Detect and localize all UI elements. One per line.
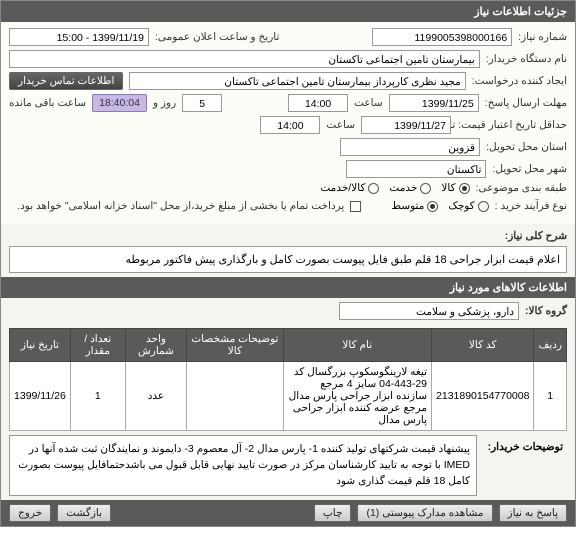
items-header: اطلاعات کالاهای مورد نیاز	[1, 277, 575, 298]
countdown-timer: 18:40:04	[92, 94, 147, 112]
cell-qty: 1	[70, 362, 125, 431]
days-label: روز و	[153, 97, 176, 109]
radio-small[interactable]: کوچک	[448, 200, 488, 212]
cell-name: تیغه لارینگوسکوپ بزرگسال کد 29-443-04 سا…	[283, 362, 431, 431]
attachments-button[interactable]: مشاهده مدارک پیوستی (1)	[357, 504, 492, 522]
table-row[interactable]: 1 2131890154770008 تیغه لارینگوسکوپ بزرگ…	[10, 362, 567, 431]
explain-text: پیشنهاد قیمت شرکتهای تولید کننده 1- پارس…	[9, 435, 477, 496]
creator-label: ایجاد کننده درخواست:	[472, 75, 567, 87]
cell-unit: عدد	[125, 362, 186, 431]
contact-buyer-button[interactable]: اطلاعات تماس خریدار	[9, 72, 123, 90]
province-value: قزوین	[340, 138, 480, 156]
title-label: شرح کلی نیاز:	[505, 230, 567, 242]
validity-label: حداقل تاریخ اعتبار قیمت: تا تاریخ:	[457, 119, 567, 131]
col-unit: واحد شمارش	[125, 329, 186, 362]
radio-icon	[478, 201, 489, 212]
answer-button[interactable]: پاسخ به نیاز	[499, 504, 567, 522]
table-header-row: ردیف کد کالا نام کالا توضیحات مشخصات کال…	[10, 329, 567, 362]
cell-idx: 1	[534, 362, 567, 431]
radio-icon	[427, 201, 438, 212]
radio-goods[interactable]: کالا	[441, 182, 469, 194]
radio-goods-service-label: کالا/خدمت	[320, 182, 365, 194]
radio-medium-label: متوسط	[391, 200, 424, 212]
city-label: شهر محل تحویل:	[492, 163, 567, 175]
validity-time: 14:00	[260, 116, 320, 134]
panel-title: جزئیات اطلاعات نیاز	[1, 1, 575, 22]
time-label-2: ساعت	[326, 119, 355, 131]
radio-small-label: کوچک	[448, 200, 474, 212]
time-label-1: ساعت	[354, 97, 383, 109]
main-panel: جزئیات اطلاعات نیاز شماره نیاز: 11990053…	[0, 0, 576, 527]
need-title-text: اعلام قیمت ابزار جراحی 18 قلم طبق فایل پ…	[9, 246, 567, 273]
deadline-time: 14:00	[288, 94, 348, 112]
back-button[interactable]: بازگشت	[57, 504, 111, 522]
explain-label: توضیحات خریدار:	[477, 435, 567, 496]
process-label: نوع فرآیند خرید :	[495, 200, 567, 212]
city-value: تاکستان	[346, 160, 486, 178]
cell-desc	[187, 362, 283, 431]
budget-radio-group: کالا خدمت کالا/خدمت	[320, 182, 469, 194]
req-no-value: 1199005398000166	[372, 28, 512, 46]
exit-button[interactable]: خروج	[9, 504, 51, 522]
group-label: گروه کالا:	[525, 305, 567, 317]
group-value: دارو، پزشکی و سلامت	[339, 302, 519, 320]
radio-medium[interactable]: متوسط	[391, 200, 438, 212]
radio-icon	[420, 183, 431, 194]
radio-goods-service[interactable]: کالا/خدمت	[320, 182, 379, 194]
buyer-label: نام دستگاه خریدار:	[486, 53, 567, 65]
radio-icon	[368, 183, 379, 194]
cell-date: 1399/11/26	[10, 362, 71, 431]
budget-label: طبقه بندی موضوعی:	[476, 182, 567, 194]
col-code: کد کالا	[432, 329, 534, 362]
treasury-checkbox[interactable]	[350, 201, 361, 212]
form-area: شماره نیاز: 1199005398000166 تاریخ و ساع…	[1, 22, 575, 224]
deadline-date: 1399/11/25	[389, 94, 479, 112]
col-desc: توضیحات مشخصات کالا	[187, 329, 283, 362]
creator-value: مجید نظری کارپرداز بیمارستان تامین اجتما…	[129, 72, 465, 90]
radio-service-label: خدمت	[389, 182, 417, 194]
province-label: استان محل تحویل:	[486, 141, 567, 153]
remain-label: ساعت باقی مانده	[9, 97, 86, 109]
col-row: ردیف	[534, 329, 567, 362]
col-name: نام کالا	[283, 329, 431, 362]
radio-icon	[459, 183, 470, 194]
announce-label: تاریخ و ساعت اعلان عمومی:	[155, 31, 279, 43]
validity-date: 1399/11/27	[361, 116, 451, 134]
buyer-value: بیمارستان تامین اجتماعی تاکستان	[9, 50, 480, 68]
buyer-explain: توضیحات خریدار: پیشنهاد قیمت شرکتهای تول…	[9, 435, 567, 496]
process-radio-group: کوچک متوسط	[391, 200, 488, 212]
footer-bar: پاسخ به نیاز مشاهده مدارک پیوستی (1) چاپ…	[1, 500, 575, 526]
radio-service[interactable]: خدمت	[389, 182, 431, 194]
print-button[interactable]: چاپ	[314, 504, 352, 522]
cell-code: 2131890154770008	[432, 362, 534, 431]
col-qty: تعداد / مقدار	[70, 329, 125, 362]
items-table: ردیف کد کالا نام کالا توضیحات مشخصات کال…	[9, 328, 567, 431]
req-no-label: شماره نیاز:	[518, 31, 567, 43]
radio-goods-label: کالا	[441, 182, 455, 194]
col-date: تاریخ نیاز	[10, 329, 71, 362]
announce-value: 1399/11/19 - 15:00	[9, 28, 149, 46]
treasury-note: پرداخت تمام یا بخشی از مبلغ خرید،از محل …	[17, 198, 344, 214]
days-remaining: 5	[182, 94, 222, 112]
deadline-label: مهلت ارسال پاسخ:	[485, 97, 567, 109]
